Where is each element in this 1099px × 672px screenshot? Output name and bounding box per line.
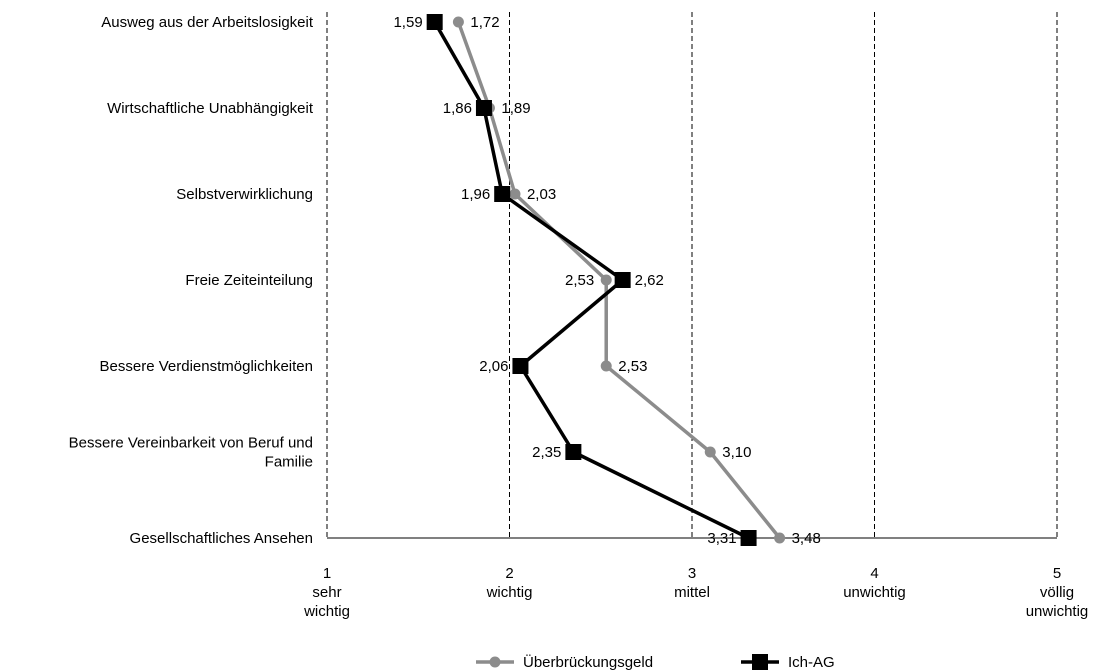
category-label: Selbstverwirklichung <box>176 186 313 203</box>
data-point <box>774 532 786 544</box>
data-point <box>512 358 529 374</box>
data-point <box>475 100 492 116</box>
data-point <box>426 14 443 30</box>
category-label: Wirtschaftliche Unabhängigkeit <box>107 100 314 117</box>
value-label: 2,62 <box>635 272 664 289</box>
x-tick-label-line: sehr <box>312 584 341 601</box>
data-point <box>740 530 757 546</box>
value-label: 1,89 <box>501 100 530 117</box>
x-tick-label-line: unwichtig <box>1026 603 1089 620</box>
data-point <box>600 274 612 286</box>
value-label: 2,03 <box>527 186 556 203</box>
data-point <box>565 444 582 460</box>
value-label: 1,59 <box>393 14 422 31</box>
x-tick-label-line: wichtig <box>486 584 533 601</box>
value-label: 1,96 <box>461 186 490 203</box>
x-tick-labels: 1 sehr wichtig 2 wichtig 3 mittel 4 unwichtig 5 vö… <box>303 565 1088 620</box>
series <box>426 14 786 546</box>
data-point <box>509 188 521 200</box>
x-tick-label: 3 mittel <box>674 565 710 601</box>
category-label: Bessere Vereinbarkeit von Beruf und Famil… <box>69 435 313 471</box>
category-label-line: Familie <box>265 454 313 471</box>
x-tick-label-line: 4 <box>870 565 878 582</box>
category-label-line: Bessere Vereinbarkeit von Beruf und <box>69 435 313 452</box>
data-point <box>600 360 612 372</box>
value-label: 2,06 <box>479 358 508 375</box>
data-point <box>452 16 464 28</box>
value-label: 2,53 <box>618 358 647 375</box>
value-label: 3,31 <box>707 530 736 547</box>
data-point <box>494 186 511 202</box>
x-tick-label-line: 1 <box>323 565 331 582</box>
gridlines <box>326 12 1058 538</box>
x-tick-label: 2 wichtig <box>486 565 533 601</box>
value-labels: 1,72 1,59 1,89 1,86 2,03 1,96 2,53 2,62 2,53 2,06… <box>393 14 820 547</box>
legend-marker <box>489 656 501 668</box>
x-tick-label-line: 2 <box>505 565 513 582</box>
legend-label: Überbrückungsgeld <box>523 653 653 671</box>
x-tick-label-line: unwichtig <box>843 584 906 601</box>
legend: Überbrückungsgeld Ich-AG <box>476 653 835 671</box>
value-label: 1,72 <box>470 14 499 31</box>
x-tick-label-line: 5 <box>1053 565 1061 582</box>
x-tick-label-line: 3 <box>688 565 696 582</box>
x-tick-label: 4 unwichtig <box>843 565 906 601</box>
value-label: 3,10 <box>722 444 751 461</box>
x-tick-label: 5 völlig unwichtig <box>1026 565 1089 620</box>
value-label: 3,48 <box>792 530 821 547</box>
data-point <box>704 446 716 458</box>
category-label: Ausweg aus der Arbeitslosigkeit <box>101 14 314 31</box>
data-point <box>614 272 631 288</box>
legend-marker <box>752 654 768 670</box>
category-label: Gesellschaftliches Ansehen <box>130 530 313 547</box>
category-label: Bessere Verdienstmöglichkeiten <box>100 358 313 375</box>
x-tick-label-line: völlig <box>1040 584 1074 601</box>
value-label: 1,86 <box>443 100 472 117</box>
category-labels: Ausweg aus der Arbeitslosigkeit Wirtschaf… <box>69 14 314 547</box>
x-tick-label-line: wichtig <box>303 603 350 620</box>
value-label: 2,35 <box>532 444 561 461</box>
value-label: 2,53 <box>565 272 594 289</box>
legend-label: Ich-AG <box>788 654 835 671</box>
x-tick-label: 1 sehr wichtig <box>303 565 350 620</box>
x-tick-label-line: mittel <box>674 584 710 601</box>
category-label: Freie Zeiteinteilung <box>185 272 313 289</box>
